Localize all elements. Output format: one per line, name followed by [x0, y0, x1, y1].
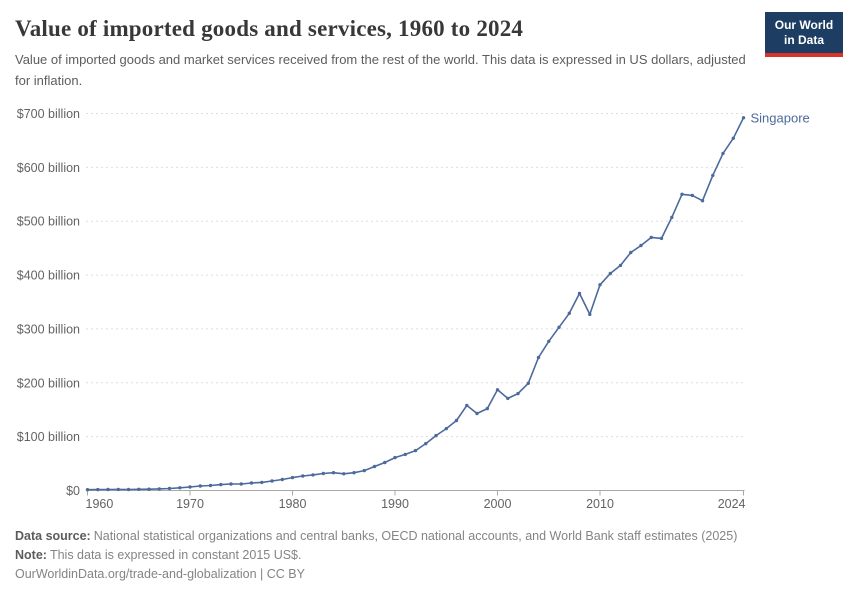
x-axis-label: 2024 [718, 497, 746, 511]
y-axis-label: $400 billion [17, 269, 80, 283]
line-chart-plot-area[interactable]: $0 $100 billion $200 billion $300 billion $4… [0, 85, 850, 525]
y-axis-label: $0 [66, 484, 80, 498]
data-point[interactable] [444, 426, 448, 431]
x-axis-label: 2010 [586, 497, 614, 511]
data-point[interactable] [547, 339, 551, 343]
data-point[interactable] [229, 482, 233, 486]
data-point[interactable] [126, 487, 131, 492]
owid-logo[interactable]: Our World in Data [765, 12, 843, 57]
x-axis-label: 1980 [279, 497, 307, 511]
data-point[interactable] [362, 468, 366, 473]
data-point[interactable] [629, 250, 633, 255]
chart-title: Value of imported goods and services, 19… [15, 16, 524, 41]
data-point[interactable] [342, 472, 346, 476]
x-axis-label: 2000 [484, 497, 512, 511]
data-point[interactable] [567, 311, 571, 315]
data-point[interactable] [434, 433, 438, 438]
data-point[interactable] [260, 480, 264, 485]
data-point[interactable] [588, 312, 592, 317]
data-point[interactable] [198, 484, 202, 488]
data-point[interactable] [495, 388, 500, 392]
data-point[interactable] [659, 236, 664, 241]
data-point[interactable] [731, 136, 735, 140]
data-point[interactable] [280, 477, 284, 482]
data-point[interactable] [618, 263, 623, 268]
data-point[interactable] [598, 283, 602, 287]
data-point[interactable] [178, 486, 182, 490]
data-source-line: Data source: National statistical organiz… [15, 527, 835, 546]
y-axis-label: $600 billion [17, 161, 80, 175]
data-point[interactable] [670, 215, 674, 220]
data-point[interactable] [465, 403, 469, 408]
data-point[interactable] [721, 151, 725, 156]
data-point[interactable] [516, 391, 520, 396]
x-axis-label: 1960 [86, 497, 114, 511]
data-point[interactable] [700, 199, 705, 203]
citation-link[interactable]: OurWorldinData.org/trade-and-globalizati… [15, 567, 305, 581]
note-line: Note: This data is expressed in constant … [15, 546, 835, 565]
data-point[interactable] [577, 291, 582, 296]
data-point[interactable] [403, 452, 407, 457]
data-point[interactable] [352, 471, 356, 475]
data-point[interactable] [96, 487, 100, 492]
data-point[interactable] [311, 473, 315, 477]
data-point[interactable] [167, 486, 172, 491]
data-source-text: National statistical organizations and c… [93, 529, 738, 543]
owid-logo-line1: Our World [774, 18, 834, 32]
data-point[interactable] [424, 441, 428, 446]
data-point[interactable] [239, 482, 243, 486]
data-point[interactable] [188, 485, 192, 489]
data-point[interactable] [290, 475, 295, 480]
data-point[interactable] [485, 406, 489, 411]
data-point[interactable] [208, 483, 213, 488]
data-point[interactable] [741, 116, 746, 120]
data-point[interactable] [301, 474, 305, 478]
data-point[interactable] [321, 471, 325, 476]
y-axis-label: $200 billion [17, 376, 80, 390]
data-point[interactable] [506, 396, 510, 401]
data-point[interactable] [219, 482, 223, 487]
data-source-label: Data source: [15, 529, 91, 543]
y-axis-label: $100 billion [17, 430, 80, 444]
data-point[interactable] [639, 243, 643, 248]
data-point[interactable] [331, 471, 336, 475]
chart-subtitle: Value of imported goods and market servi… [15, 52, 746, 88]
x-axis-label: 1970 [176, 497, 204, 511]
data-point[interactable] [147, 487, 151, 491]
series-line-singapore[interactable] [86, 117, 745, 491]
y-axis-label: $300 billion [17, 322, 80, 336]
data-point[interactable] [372, 464, 377, 469]
data-point[interactable] [413, 448, 418, 453]
data-point[interactable] [475, 411, 479, 416]
data-point[interactable] [137, 487, 141, 491]
data-point[interactable] [393, 455, 397, 460]
data-point[interactable] [557, 325, 561, 329]
data-point[interactable] [680, 192, 684, 196]
data-point[interactable] [249, 481, 254, 485]
data-point[interactable] [383, 460, 387, 465]
data-point[interactable] [711, 173, 715, 178]
y-axis-label: $700 billion [17, 107, 80, 121]
data-point[interactable] [536, 355, 541, 360]
data-point[interactable] [454, 418, 459, 423]
data-point[interactable] [608, 271, 612, 276]
data-point[interactable] [270, 479, 274, 483]
data-point[interactable] [106, 487, 110, 492]
y-axis-label: $500 billion [17, 215, 80, 229]
note-label: Note: [15, 548, 47, 562]
note-text: This data is expressed in constant 2015 … [49, 548, 302, 562]
data-point[interactable] [649, 235, 653, 240]
x-axis-label: 1990 [381, 497, 409, 511]
data-point[interactable] [157, 487, 161, 491]
data-point[interactable] [116, 487, 121, 492]
series-label-singapore[interactable]: Singapore [751, 110, 810, 125]
data-point[interactable] [526, 381, 530, 385]
chart-footer: Data source: National statistical organiz… [15, 527, 835, 584]
data-point[interactable] [85, 488, 90, 492]
owid-logo-line2: in Data [783, 33, 824, 47]
data-point[interactable] [690, 193, 694, 198]
